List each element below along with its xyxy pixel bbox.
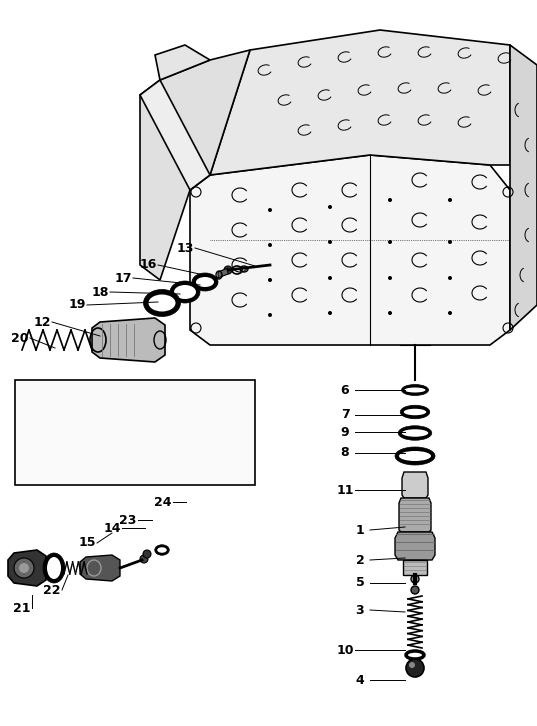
Text: 5: 5	[355, 576, 365, 590]
Ellipse shape	[395, 447, 435, 465]
Text: 9: 9	[340, 425, 349, 439]
Text: 19: 19	[68, 298, 86, 311]
Polygon shape	[403, 560, 427, 575]
Circle shape	[268, 208, 272, 212]
Text: 10: 10	[336, 643, 354, 656]
Circle shape	[328, 205, 332, 209]
Ellipse shape	[157, 547, 167, 552]
Circle shape	[224, 266, 232, 274]
Polygon shape	[140, 80, 210, 190]
Text: 21: 21	[13, 602, 31, 614]
Text: 2: 2	[355, 553, 365, 566]
Text: 20: 20	[11, 332, 29, 345]
Circle shape	[14, 558, 34, 578]
Circle shape	[448, 240, 452, 244]
Polygon shape	[395, 532, 435, 560]
Text: 6: 6	[340, 383, 349, 396]
Polygon shape	[402, 472, 428, 498]
Text: 1: 1	[355, 523, 365, 537]
Text: 8: 8	[340, 446, 349, 460]
Ellipse shape	[404, 388, 425, 393]
Circle shape	[328, 311, 332, 315]
Ellipse shape	[399, 451, 431, 461]
Circle shape	[406, 659, 424, 677]
Ellipse shape	[149, 295, 176, 311]
Ellipse shape	[402, 385, 429, 396]
Ellipse shape	[143, 290, 180, 317]
Polygon shape	[210, 30, 510, 175]
Text: 7: 7	[340, 409, 350, 422]
Text: 22: 22	[43, 584, 61, 597]
Circle shape	[388, 276, 392, 280]
Ellipse shape	[47, 557, 61, 579]
Polygon shape	[218, 268, 228, 278]
Text: 16: 16	[139, 258, 157, 272]
Polygon shape	[8, 550, 46, 586]
Circle shape	[19, 563, 29, 573]
Circle shape	[448, 311, 452, 315]
Ellipse shape	[170, 281, 200, 303]
Text: 13: 13	[176, 242, 194, 255]
Ellipse shape	[398, 425, 432, 440]
Polygon shape	[80, 555, 120, 581]
Circle shape	[411, 586, 419, 594]
Circle shape	[388, 240, 392, 244]
Ellipse shape	[404, 409, 426, 415]
Circle shape	[143, 550, 151, 558]
Circle shape	[328, 240, 332, 244]
Polygon shape	[510, 45, 537, 330]
Polygon shape	[140, 50, 250, 280]
Text: 14: 14	[103, 521, 121, 534]
Text: 3: 3	[355, 603, 364, 616]
Polygon shape	[190, 155, 510, 345]
Ellipse shape	[192, 273, 218, 291]
Circle shape	[448, 198, 452, 202]
Ellipse shape	[196, 277, 214, 287]
Circle shape	[328, 276, 332, 280]
Circle shape	[448, 276, 452, 280]
Ellipse shape	[174, 285, 196, 299]
Ellipse shape	[155, 544, 169, 555]
Circle shape	[268, 313, 272, 317]
Circle shape	[411, 575, 419, 583]
Polygon shape	[92, 318, 165, 362]
Polygon shape	[399, 498, 431, 532]
Text: 23: 23	[119, 513, 137, 526]
Circle shape	[388, 311, 392, 315]
Ellipse shape	[402, 429, 428, 437]
Circle shape	[388, 198, 392, 202]
Text: 17: 17	[114, 272, 132, 285]
Text: 12: 12	[33, 316, 51, 328]
Polygon shape	[155, 45, 210, 80]
Ellipse shape	[43, 553, 65, 583]
Text: 15: 15	[78, 537, 96, 550]
Text: 24: 24	[154, 496, 172, 508]
Circle shape	[268, 243, 272, 247]
Ellipse shape	[400, 405, 430, 419]
Circle shape	[409, 662, 415, 668]
Bar	[15, 380, 255, 485]
Text: 18: 18	[91, 285, 108, 298]
Text: 4: 4	[355, 674, 365, 687]
Ellipse shape	[406, 651, 424, 659]
Circle shape	[268, 278, 272, 282]
Circle shape	[140, 555, 148, 563]
Text: 11: 11	[336, 484, 354, 497]
